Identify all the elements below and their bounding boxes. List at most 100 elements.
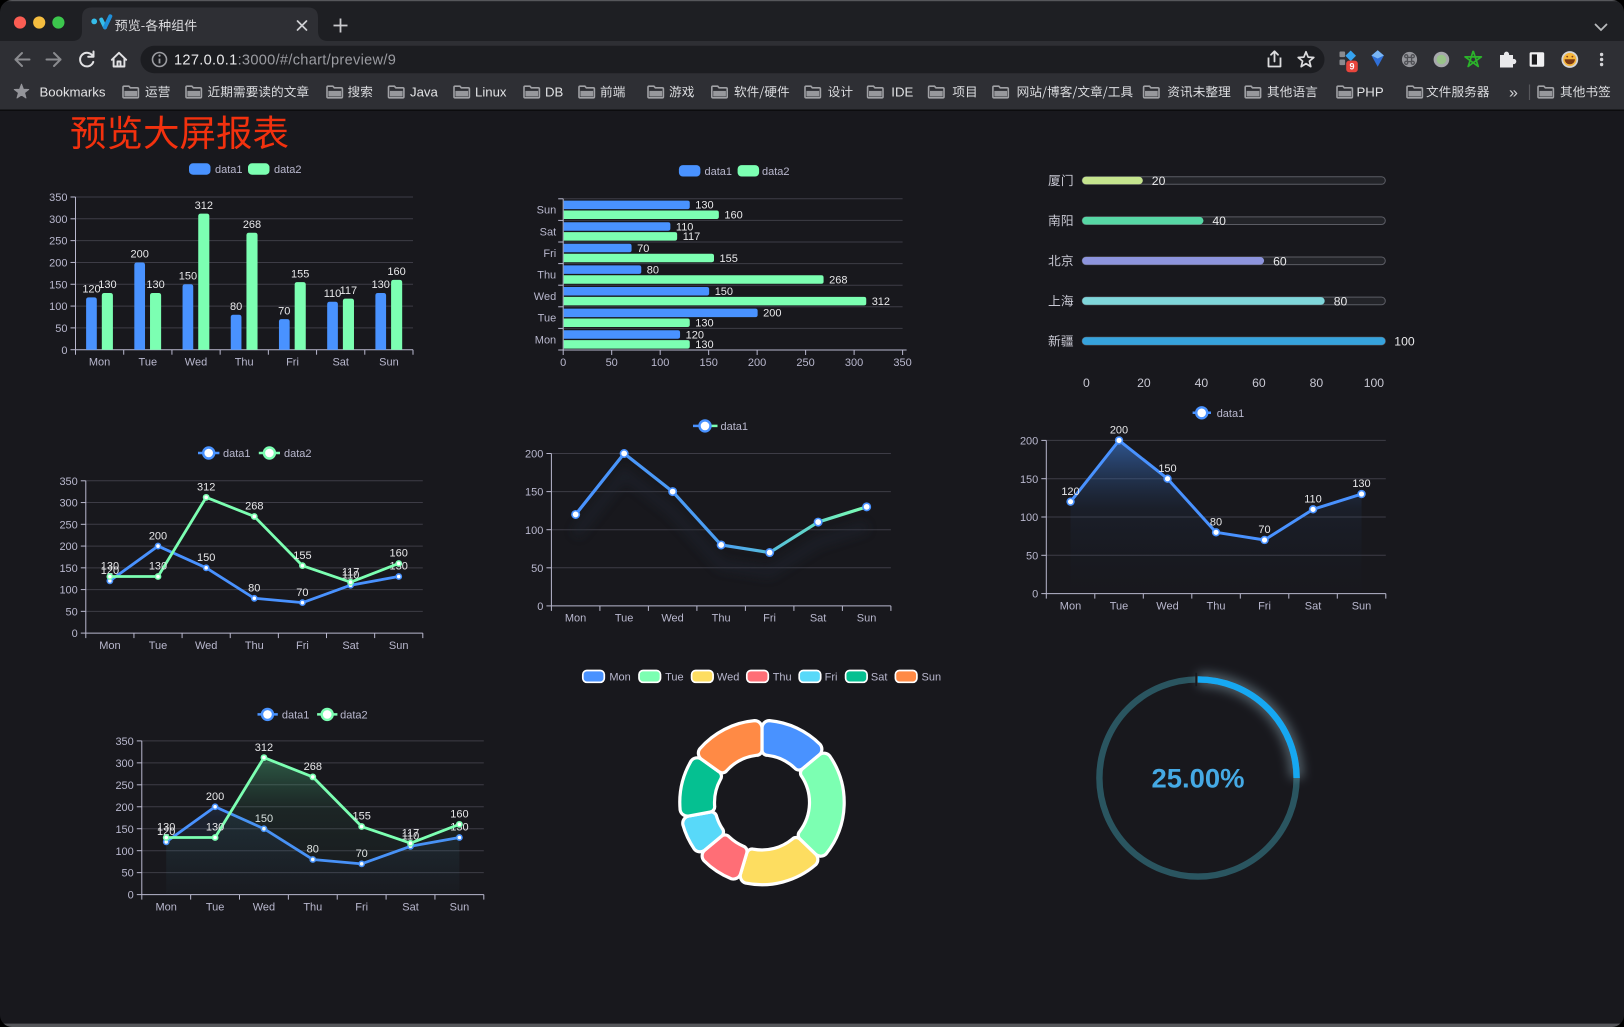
svg-text:data1: data1 [1217,408,1245,420]
svg-text:Tue: Tue [538,313,557,325]
svg-text:200: 200 [525,449,543,461]
svg-text:Wed: Wed [1156,600,1178,612]
svg-text:130: 130 [695,339,713,351]
svg-text:Java: Java [410,84,439,99]
svg-text:50: 50 [1026,550,1038,562]
svg-text:200: 200 [1110,425,1128,437]
svg-text:127.0.0.1:3000/#/chart/preview: 127.0.0.1:3000/#/chart/preview/9 [174,52,396,68]
svg-text:150: 150 [115,824,133,836]
svg-text:Sun: Sun [450,901,470,913]
svg-text:20: 20 [1152,174,1166,188]
svg-text:268: 268 [243,219,261,231]
svg-text:Thu: Thu [245,640,264,652]
svg-text:Tue: Tue [149,640,168,652]
svg-text:117: 117 [340,285,358,297]
svg-text:120: 120 [1061,486,1079,498]
svg-text:40: 40 [1195,376,1209,390]
svg-text:120: 120 [101,565,119,577]
svg-text:0: 0 [537,601,543,613]
svg-text:200: 200 [115,802,133,814]
svg-text:25.00%: 25.00% [1152,764,1245,794]
svg-text:150: 150 [59,563,77,575]
svg-text:130: 130 [1352,478,1370,490]
svg-text:0: 0 [72,628,78,640]
svg-text:Sat: Sat [540,226,557,238]
svg-text:110: 110 [402,831,420,843]
svg-text:312: 312 [872,296,890,308]
svg-text:117: 117 [402,827,420,839]
svg-text:150: 150 [179,271,197,283]
svg-text:Sat: Sat [871,672,888,684]
svg-text:IDE: IDE [891,84,913,99]
svg-text:130: 130 [206,822,224,834]
svg-text:Tue: Tue [615,613,634,625]
svg-text:data2: data2 [284,448,312,460]
svg-text:Tue: Tue [139,357,158,369]
svg-text:117: 117 [683,231,701,243]
svg-text:Tue: Tue [665,672,684,684]
svg-text:Fri: Fri [1258,600,1271,612]
svg-text:Mon: Mon [1060,600,1081,612]
svg-text:268: 268 [245,501,263,513]
svg-text:130: 130 [146,279,164,291]
svg-text:155: 155 [720,253,738,265]
svg-text:70: 70 [278,305,290,317]
svg-text:80: 80 [1310,376,1324,390]
svg-text:0: 0 [61,345,67,357]
svg-text:200: 200 [59,541,77,553]
svg-text:268: 268 [829,274,847,286]
svg-text:80: 80 [248,583,260,595]
svg-text:80: 80 [1210,517,1222,529]
svg-text:70: 70 [296,587,308,599]
svg-text:160: 160 [450,809,468,821]
svg-text:Sat: Sat [402,901,419,913]
svg-text:Tue: Tue [1110,600,1129,612]
svg-text:data2: data2 [762,166,790,178]
svg-text:200: 200 [763,308,781,320]
svg-text:250: 250 [59,519,77,531]
svg-text:0: 0 [1083,376,1090,390]
svg-text:312: 312 [195,200,213,212]
svg-text:Fri: Fri [355,901,368,913]
svg-text:300: 300 [49,214,67,226]
svg-text:60: 60 [1273,254,1287,268]
svg-text:Sun: Sun [1352,600,1372,612]
svg-text:350: 350 [59,476,77,488]
svg-text:110: 110 [324,288,342,300]
svg-text:Mon: Mon [565,613,586,625]
svg-text:117: 117 [342,566,360,578]
svg-text:Sun: Sun [922,672,942,684]
svg-text:9: 9 [1349,62,1354,72]
svg-text:Mon: Mon [99,640,120,652]
svg-text:Mon: Mon [609,672,630,684]
svg-text:150: 150 [700,357,718,369]
svg-text:300: 300 [115,758,133,770]
svg-text:data2: data2 [274,164,302,176]
svg-text:160: 160 [387,266,405,278]
svg-text:100: 100 [59,585,77,597]
svg-text:300: 300 [845,357,863,369]
svg-text:100: 100 [651,357,669,369]
svg-text:Fri: Fri [296,640,309,652]
svg-text:120: 120 [82,284,100,296]
svg-text:Thu: Thu [303,901,322,913]
svg-text:50: 50 [606,357,618,369]
svg-text:Mon: Mon [89,357,110,369]
svg-text:data1: data1 [223,448,251,460]
svg-text:100: 100 [525,525,543,537]
svg-text:Sun: Sun [379,357,399,369]
svg-text:Wed: Wed [253,901,275,913]
svg-text:data2: data2 [340,710,368,722]
svg-text:Mon: Mon [535,334,556,346]
svg-text:150: 150 [49,279,67,291]
svg-text:160: 160 [724,210,742,222]
svg-text:350: 350 [893,357,911,369]
svg-text:200: 200 [49,258,67,270]
svg-text:150: 150 [715,286,733,298]
svg-text:Sat: Sat [332,357,349,369]
svg-text:150: 150 [1020,474,1038,486]
svg-text:300: 300 [59,498,77,510]
svg-text:250: 250 [796,357,814,369]
svg-text:150: 150 [1158,463,1176,475]
svg-text:312: 312 [255,742,273,754]
